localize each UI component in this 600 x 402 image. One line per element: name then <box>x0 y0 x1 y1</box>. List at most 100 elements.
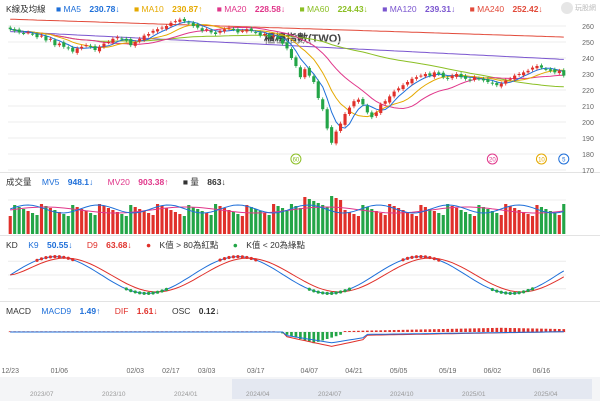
site-logo: 玩股網 <box>548 2 596 20</box>
volume-bar <box>388 204 392 234</box>
candle-body <box>160 27 164 29</box>
osc-bar <box>294 332 298 338</box>
kd-note-green: ● K值 < 20為綠點 <box>232 240 306 250</box>
candle-body <box>142 35 146 41</box>
ma20-legend: ■ MA20 228.58↓ <box>216 4 286 14</box>
candle-body <box>548 69 552 71</box>
volume-bar <box>276 206 280 234</box>
volume-bar <box>71 205 75 234</box>
candle-body <box>263 34 267 35</box>
volume-bar <box>477 205 481 234</box>
price-tick-label: 260 <box>582 24 594 31</box>
osc-bar <box>285 332 289 335</box>
kd-overbought-dot <box>240 255 244 259</box>
kd-oversold-dot <box>490 287 494 292</box>
candle-body <box>245 29 249 32</box>
kd-overbought-dot <box>62 255 66 259</box>
volume-bar <box>441 215 445 234</box>
volume-bar <box>557 215 561 234</box>
volume-bar <box>539 207 544 234</box>
navigator-label: 2023/10 <box>102 391 126 398</box>
candle-body <box>544 68 548 70</box>
osc-bar <box>299 332 302 339</box>
volume-bar <box>267 215 271 234</box>
volume-bar <box>370 209 374 234</box>
candle-body <box>374 112 378 116</box>
kd-overbought-dot <box>35 258 39 262</box>
volume-bar <box>124 216 128 234</box>
candle-body <box>196 24 200 28</box>
volume-bar <box>446 204 450 234</box>
mv20-legend: MV20 903.38↑ <box>107 177 169 187</box>
d9-legend: D9 63.68↓ <box>86 240 132 250</box>
volume-bar <box>356 216 360 234</box>
macd-legend: MACD MACD9 1.49↑ DIF 1.61↓ OSC 0.12↓ <box>6 305 232 317</box>
ma-cross-marker-label: 5 <box>562 158 566 164</box>
volume-bar <box>553 213 557 234</box>
volume-bar <box>316 203 320 234</box>
kd-oversold-dot <box>513 291 517 295</box>
osc-bar <box>325 332 329 339</box>
price-tick-label: 230 <box>582 72 594 79</box>
kd-oversold-dot <box>508 291 512 295</box>
volume-bar <box>522 212 526 234</box>
volume-bar <box>214 204 218 234</box>
kd-overbought-dot <box>66 256 70 260</box>
osc-bar <box>508 327 512 332</box>
candle-body <box>75 48 79 53</box>
vol-legend: ■ 量 863↓ <box>182 177 226 187</box>
candle-body <box>401 85 405 90</box>
candle-body <box>173 21 177 23</box>
osc-bar <box>334 332 338 337</box>
osc-bar <box>432 329 436 332</box>
candle-body <box>129 39 133 46</box>
volume-bar <box>401 210 405 234</box>
date-tick-label: 04/21 <box>345 368 363 375</box>
osc-bar <box>535 328 539 332</box>
candle-body <box>455 74 459 77</box>
candle-body <box>379 104 383 114</box>
volume-bar <box>374 211 378 234</box>
kd-overbought-dot <box>245 255 249 260</box>
candle-body <box>26 32 30 34</box>
candle-body <box>312 76 316 82</box>
candle-body <box>486 79 490 82</box>
candle-body <box>93 46 97 50</box>
candle-body <box>316 81 320 98</box>
price-tick-label: 170 <box>582 168 594 175</box>
ma120-legend: ■ MA120 239.31↓ <box>382 4 456 14</box>
osc-bar <box>316 332 320 342</box>
candle-body <box>392 91 396 97</box>
volume-bar <box>419 205 423 234</box>
candle-body <box>388 96 392 103</box>
candle-body <box>102 43 106 47</box>
navigator-label: 2024/10 <box>390 391 414 398</box>
candle-body <box>352 101 356 107</box>
osc-bar <box>392 330 396 332</box>
kd-oversold-dot <box>521 290 526 294</box>
kd-note-red: ● K值 > 80為紅點 <box>146 240 219 250</box>
volume-bar <box>249 207 253 234</box>
kd-overbought-dot <box>71 258 75 262</box>
candle-body <box>347 107 352 114</box>
candle-body <box>111 38 115 43</box>
volume-bar <box>196 209 200 234</box>
kline-title: K線及均線 <box>6 4 46 14</box>
kd-overbought-dot <box>39 257 44 261</box>
kd-overbought-dot <box>48 255 53 259</box>
volume-bar <box>392 206 396 234</box>
kd-oversold-dot <box>142 291 146 295</box>
osc-bar <box>526 328 530 332</box>
volume-bar <box>383 215 387 234</box>
volume-bar <box>472 216 477 234</box>
date-tick-label: 05/19 <box>439 368 457 375</box>
candle-body <box>272 35 276 37</box>
kd-oversold-dot <box>347 287 352 291</box>
candle-body <box>62 42 66 47</box>
ma-cross-marker-label: 60 <box>293 158 300 164</box>
ma-cross-marker <box>535 153 547 165</box>
candle-body <box>370 112 374 118</box>
kd-overbought-dot <box>432 257 436 261</box>
volume-bar <box>240 216 244 234</box>
volume-bar <box>209 215 213 234</box>
